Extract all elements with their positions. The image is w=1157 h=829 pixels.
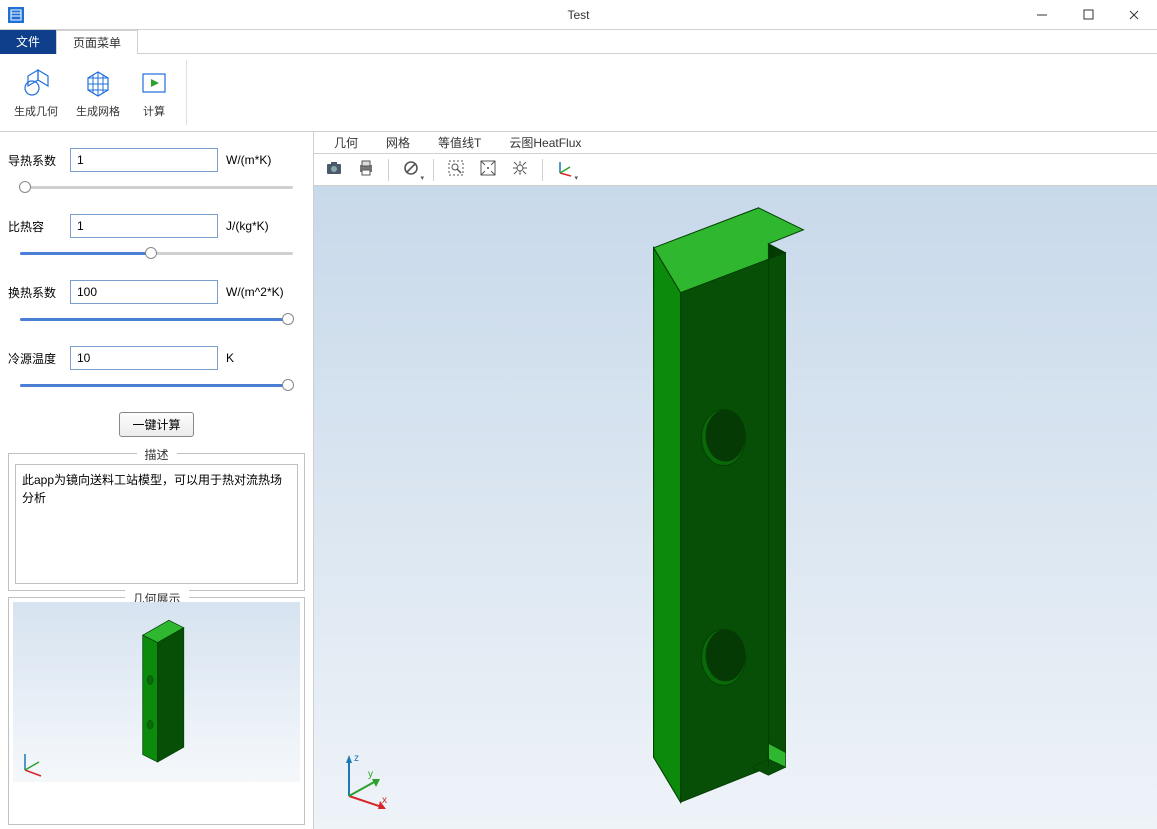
geometry-icon (20, 67, 52, 99)
svg-text:y: y (368, 769, 373, 780)
zoom-extents-icon (479, 159, 497, 180)
zoom-extents-button[interactable] (474, 157, 502, 183)
heat-transfer-coeff-label: 换热系数 (8, 284, 64, 301)
tab-page-menu[interactable]: 页面菜单 (57, 30, 138, 54)
title-bar: Test (0, 0, 1157, 30)
app-icon (8, 7, 24, 23)
viewport-toolbar: ▾ ▾ (314, 154, 1157, 186)
preview-axis-triad-icon (17, 748, 47, 778)
model-3d-icon (314, 186, 1157, 829)
svg-text:z: z (354, 753, 359, 764)
no-entry-icon (403, 160, 419, 179)
screenshot-button[interactable] (320, 157, 348, 183)
generate-geometry-button[interactable]: 生成几何 (10, 65, 62, 121)
ribbon-tabs: 文件 页面菜单 (0, 30, 1157, 54)
geometry-preview-group: 几何展示 (8, 597, 305, 825)
compute-label: 计算 (143, 103, 165, 119)
cold-source-temp-slider[interactable] (20, 376, 293, 394)
axis-triad-icon: z x y (334, 751, 394, 811)
mesh-icon (82, 67, 114, 99)
view-orientation-button[interactable]: ▾ (551, 157, 579, 183)
generate-geometry-label: 生成几何 (14, 103, 58, 119)
description-group: 描述 此app为镜向送料工站模型，可以用于热对流热场分析 (8, 453, 305, 591)
svg-text:x: x (382, 795, 387, 806)
zoom-region-button[interactable] (442, 157, 470, 183)
viewport-tab-contour-t[interactable]: 等值线T (424, 132, 495, 154)
viewport-area: 几何 网格 等值线T 云图HeatFlux ▾ (314, 132, 1157, 829)
viewport-tabs: 几何 网格 等值线T 云图HeatFlux (314, 132, 1157, 154)
chevron-down-icon: ▾ (420, 174, 424, 182)
viewport-tab-geometry[interactable]: 几何 (320, 132, 372, 154)
compute-icon (138, 67, 170, 99)
maximize-button[interactable] (1065, 0, 1111, 29)
print-button[interactable] (352, 157, 380, 183)
window-title: Test (567, 8, 589, 22)
axis-orientation-icon (556, 159, 574, 180)
chevron-down-icon: ▾ (574, 174, 578, 182)
ribbon-toolbar: 生成几何 生成网格 计算 (0, 54, 1157, 132)
description-title: 描述 (136, 446, 176, 463)
zoom-selected-button[interactable] (506, 157, 534, 183)
heat-transfer-coeff-unit: W/(m^2*K) (226, 285, 284, 299)
compute-button[interactable]: 计算 (134, 65, 174, 121)
tab-file[interactable]: 文件 (0, 30, 57, 54)
specific-heat-slider[interactable] (20, 244, 293, 262)
specific-heat-input[interactable] (70, 214, 218, 238)
heat-transfer-coeff-slider[interactable] (20, 310, 293, 328)
viewport-tab-cloud-heatflux[interactable]: 云图HeatFlux (495, 132, 595, 154)
cold-source-temp-label: 冷源温度 (8, 350, 64, 367)
generate-mesh-label: 生成网格 (76, 103, 120, 119)
heat-transfer-coeff-input[interactable] (70, 280, 218, 304)
thermal-conductivity-label: 导热系数 (8, 152, 64, 169)
viewport-tab-mesh[interactable]: 网格 (372, 132, 424, 154)
description-text: 此app为镜向送料工站模型，可以用于热对流热场分析 (15, 464, 298, 584)
cold-source-temp-input[interactable] (70, 346, 218, 370)
close-button[interactable] (1111, 0, 1157, 29)
deny-option-button[interactable]: ▾ (397, 157, 425, 183)
viewport-canvas[interactable]: z x y (314, 186, 1157, 829)
thermal-conductivity-unit: W/(m*K) (226, 153, 271, 167)
specific-heat-label: 比热容 (8, 218, 64, 235)
cold-source-temp-unit: K (226, 351, 234, 365)
camera-icon (325, 159, 343, 180)
preview-model-icon (13, 602, 300, 782)
thermal-conductivity-slider[interactable] (20, 178, 293, 196)
printer-icon (357, 159, 375, 180)
zoom-to-selection-icon (511, 159, 529, 180)
thermal-conductivity-input[interactable] (70, 148, 218, 172)
one-click-compute-button[interactable]: 一键计算 (119, 412, 193, 437)
geometry-preview-canvas[interactable] (13, 602, 300, 782)
settings-panel: 导热系数 W/(m*K) 比热容 J/(kg*K) 换热系数 W/(m^2*K)… (0, 132, 314, 829)
specific-heat-unit: J/(kg*K) (226, 219, 269, 233)
generate-mesh-button[interactable]: 生成网格 (72, 65, 124, 121)
zoom-selection-icon (447, 159, 465, 180)
minimize-button[interactable] (1019, 0, 1065, 29)
